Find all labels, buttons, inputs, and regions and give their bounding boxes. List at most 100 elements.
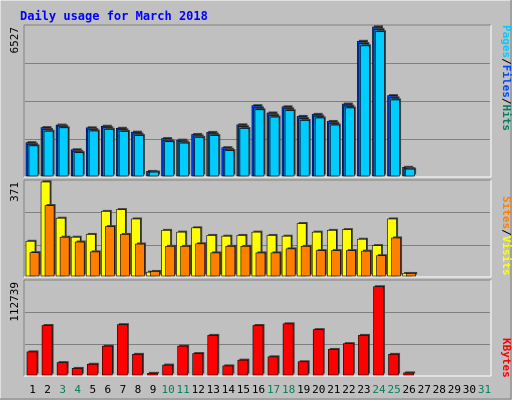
- kbytes-bar-day-20: [312, 329, 324, 376]
- sites-bar-day-6: [105, 226, 115, 277]
- sites-bar-day-15: [240, 246, 251, 277]
- kbytes-bar-day-25: [388, 354, 399, 376]
- x-axis-labels: 1 2 3 4 5 6 7 8 9 10 11 12 13 14 15 16 17 18 19 20 21 22 23 24 2…: [29, 383, 491, 396]
- kbytes-bar-day-10: [162, 364, 173, 376]
- x-label-day-7: 7: [120, 383, 127, 396]
- legend-entry-slash: /: [500, 98, 512, 105]
- sites-bar-day-12: [195, 243, 206, 277]
- pages-bar-day-24: [375, 31, 385, 177]
- pages-bar-day-13: [209, 135, 220, 177]
- x-label-day-23: 23: [357, 383, 370, 396]
- sites-bar-day-14: [225, 246, 236, 277]
- kbytes-bar-day-18: [282, 323, 294, 376]
- pages-bar-day-17: [269, 116, 280, 177]
- x-label-day-21: 21: [327, 383, 340, 396]
- sites-bar-day-2: [44, 205, 55, 277]
- kbytes-bar-day-21: [327, 349, 339, 376]
- kbytes-bar-day-26: [403, 372, 414, 376]
- pages-bar-day-19: [299, 120, 310, 177]
- x-label-day-26: 26: [403, 383, 416, 396]
- legend-entry-slash: /: [500, 58, 512, 65]
- x-label-day-24: 24: [372, 383, 386, 396]
- kbytes-bar-day-6: [102, 345, 113, 376]
- x-label-day-28: 28: [433, 383, 446, 396]
- pages-bar-day-11: [179, 142, 189, 177]
- x-label-day-11: 11: [177, 383, 190, 396]
- sites-bar-day-11: [180, 246, 190, 277]
- kbytes-bar-day-14: [222, 365, 234, 376]
- x-label-day-9: 9: [150, 383, 157, 396]
- x-label-day-25: 25: [387, 383, 400, 396]
- sites-bar-day-17: [270, 252, 281, 277]
- y-axis-labels: 6527 371 112739: [8, 27, 21, 322]
- sites-bar-day-26: [406, 273, 416, 277]
- pages-bar-day-9: [149, 171, 159, 177]
- sites-bar-day-9: [150, 271, 160, 277]
- x-label-day-14: 14: [222, 383, 236, 396]
- sites-bar-day-24: [376, 255, 386, 277]
- legend-entry-slash: /: [500, 229, 512, 236]
- sites-bar-day-18: [285, 248, 296, 277]
- pages-bar-day-15: [239, 128, 250, 177]
- x-label-day-1: 1: [29, 383, 36, 396]
- kbytes-bar-day-17: [267, 356, 279, 376]
- kbytes-bar-day-23: [358, 335, 369, 376]
- x-label-day-8: 8: [135, 383, 142, 396]
- sites-bar-day-8: [135, 243, 145, 277]
- chart-panels: [23, 24, 492, 377]
- legend-entry-visits: Visits: [500, 236, 512, 276]
- x-label-day-29: 29: [448, 383, 461, 396]
- sites-bar-day-22: [346, 250, 356, 277]
- sites-bar-day-4: [74, 241, 85, 277]
- chart-title: Daily usage for March 2018: [20, 9, 208, 23]
- pages-bar-day-4: [73, 152, 84, 177]
- pages-bar-day-26: [405, 168, 415, 177]
- pages-bar-day-2: [43, 130, 54, 177]
- sites-bar-day-21: [330, 250, 341, 277]
- pages-bar-day-25: [390, 99, 400, 177]
- kbytes-bar-day-5: [86, 363, 98, 376]
- pages-bar-day-23: [360, 45, 370, 177]
- x-label-day-22: 22: [342, 383, 355, 396]
- x-label-day-5: 5: [89, 383, 96, 396]
- pages-bar-day-22: [345, 107, 355, 177]
- x-label-day-19: 19: [297, 383, 310, 396]
- pages-bar-day-14: [224, 150, 235, 177]
- x-label-day-12: 12: [192, 383, 205, 396]
- legend-entry-kbytes: KBytes: [500, 338, 512, 378]
- pages-bar-day-8: [134, 135, 144, 177]
- kbytes-bar-day-13: [207, 335, 219, 376]
- sites-bar-day-13: [210, 252, 221, 277]
- legend-entry-files: Files: [500, 65, 512, 98]
- kbytes-bar-day-19: [297, 361, 309, 376]
- sites-bar-day-5: [89, 251, 100, 277]
- x-label-day-2: 2: [44, 383, 51, 396]
- pages-bar-day-18: [284, 110, 295, 177]
- kbytes-bar-day-22: [343, 343, 354, 376]
- kbytes-bar-day-26-shadow: [405, 371, 416, 374]
- pages-bar-day-12: [194, 137, 205, 177]
- x-label-day-17: 17: [267, 383, 280, 396]
- pages-bar-day-5: [88, 130, 99, 177]
- sites-bar-day-25: [391, 237, 401, 277]
- kbytes-bar-day-9-shadow: [149, 371, 160, 374]
- x-label-day-15: 15: [237, 383, 250, 396]
- pages-bar-day-7: [119, 131, 129, 177]
- legend-entry-pages: Pages: [500, 25, 512, 58]
- legend-panel-3: KBytes: [500, 338, 512, 378]
- y-max-label-panel-2: 371: [8, 182, 21, 202]
- legend-panel-1: Pages/Files/Hits: [500, 25, 512, 131]
- pages-bar-day-20: [314, 117, 325, 177]
- x-label-day-10: 10: [161, 383, 174, 396]
- kbytes-bar-day-15: [237, 359, 249, 376]
- x-label-day-31: 31: [478, 383, 491, 396]
- pages-bar-day-16: [254, 109, 265, 177]
- kbytes-bar-day-24: [373, 286, 384, 376]
- kbytes-bar-day-16: [252, 325, 264, 376]
- kbytes-bar-day-2: [41, 325, 53, 376]
- kbytes-bar-day-9: [147, 373, 158, 376]
- x-label-day-18: 18: [282, 383, 295, 396]
- x-label-day-4: 4: [74, 383, 81, 396]
- x-label-day-27: 27: [418, 383, 431, 396]
